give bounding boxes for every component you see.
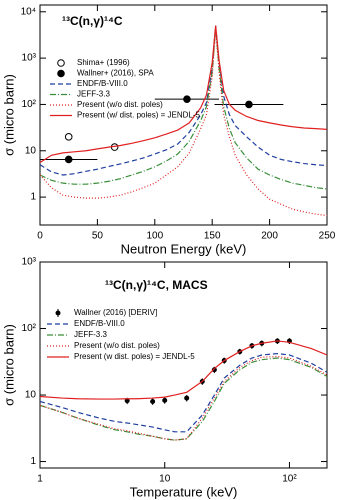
y-axis-label: σ (micro barn) [1, 324, 16, 406]
legend-label: JEFF-3.3 [77, 90, 110, 99]
x-axis-label: Temperature (keV) [130, 484, 238, 499]
legend-label: Wallner (2016) [DERIV] [74, 308, 157, 317]
legend-swatch [57, 59, 65, 67]
plot-frame [39, 261, 328, 469]
data-point [64, 155, 73, 164]
y-tick-label: 10⁴ [21, 6, 36, 17]
plot-area [40, 25, 327, 217]
y-tick-label: 10³ [22, 257, 37, 268]
legend-swatch [55, 310, 61, 316]
legend-swatch [57, 69, 65, 78]
y-tick-label: 10² [22, 323, 37, 334]
legend-label: JEFF-3.3 [74, 330, 107, 339]
legend: Shima+ (1996) Wallner+ (2016), SPAENDF/B-… [50, 58, 200, 120]
series-line [40, 27, 327, 217]
x-tick-label: 100 [146, 231, 163, 242]
data-point [124, 398, 130, 404]
data-point [162, 397, 168, 403]
series-line [40, 25, 327, 163]
y-tick-label: 10 [25, 145, 37, 156]
legend-label: Wallner+ (2016), SPA [77, 69, 154, 78]
x-tick-label: 150 [204, 231, 221, 242]
x-axis-label: Neutron Energy (keV) [121, 241, 247, 256]
data-point [64, 133, 73, 141]
y-tick-label: 10² [22, 99, 37, 110]
legend-label: Shima+ (1996) [77, 58, 130, 67]
y-tick-label: 1 [30, 192, 36, 203]
legend: Wallner (2016) [DERIV] ENDF/B-VIII.0 JEFF-… [47, 308, 195, 361]
legend-label: Present (w dist. poles) = JENDL-5 [74, 352, 195, 361]
series-line [40, 27, 327, 190]
legend-label: ENDF/B-VIII.0 [74, 319, 125, 328]
x-tick-label: 200 [261, 231, 278, 242]
x-tick-label: 1 [37, 474, 43, 485]
series-line [40, 357, 327, 441]
data-point [211, 367, 217, 373]
y-tick-label: 10³ [22, 53, 37, 64]
legend-label: Present (w/o dist. poles) [74, 341, 160, 350]
chart-title: ¹³C(n,γ)¹⁴C [62, 14, 123, 28]
chart-panel: 1 10 10² 1 10 10² 10³ Temperature (keV) σ (micro… [1, 257, 328, 499]
legend-label: Present (w/ dist. poles) = JENDL-5 [77, 111, 200, 120]
plot-area [40, 338, 327, 441]
x-tick-label: 0 [37, 231, 43, 242]
data-point [183, 95, 191, 103]
x-tick-label: 10² [282, 474, 297, 485]
series-line [40, 340, 327, 400]
x-tick-label: 250 [319, 231, 336, 242]
y-tick-label: 10 [25, 390, 37, 401]
legend-label: Present (w/o dist. poles) [77, 100, 163, 109]
series-line [40, 25, 327, 176]
y-axis-label: σ (micro barn) [1, 74, 16, 156]
x-tick-label: 50 [92, 231, 104, 242]
legend-label: ENDF/B-VIII.0 [77, 79, 128, 88]
data-point [150, 398, 156, 404]
data-point [184, 395, 190, 401]
data-point [245, 100, 253, 109]
x-tick-label: 10 [159, 474, 171, 485]
chart-title: ¹³C(n,γ)¹⁴C, MACS [105, 278, 208, 292]
chart-panel: 0 50 100 150 200 250 1 10 10² 10³ 10⁴ Neutron Energ… [1, 4, 336, 256]
series-line [40, 352, 327, 433]
y-tick-label: 1 [30, 456, 36, 467]
plot-frame [39, 4, 328, 226]
